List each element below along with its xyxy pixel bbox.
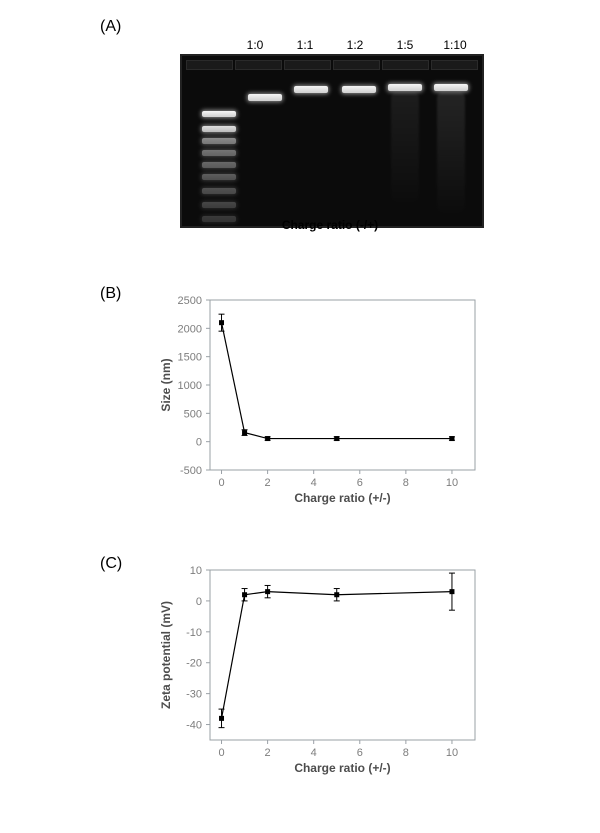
panel-b-chart: -500 0 500 1000 1500 2000 2500 0 2 4 6 8 10 Charge ra… — [155, 290, 485, 515]
svg-text:-40: -40 — [186, 720, 202, 732]
panel-b-svg: -500 0 500 1000 1500 2000 2500 0 2 4 6 8 10 Charge ra… — [155, 290, 485, 515]
svg-text:8: 8 — [403, 747, 409, 759]
svg-text:0: 0 — [218, 747, 224, 759]
ladder-band — [202, 174, 236, 180]
gel-lane-label: 1:2 — [330, 38, 380, 52]
gel-smear — [437, 92, 465, 212]
ladder-band — [202, 202, 236, 208]
ladder-band — [202, 111, 236, 117]
gel-lane-label: 1:1 — [280, 38, 330, 52]
ladder-band — [202, 162, 236, 168]
svg-text:10: 10 — [190, 565, 202, 577]
svg-text:-10: -10 — [186, 627, 202, 639]
gel-lane-label: 1:10 — [430, 38, 480, 52]
panel-c-chart: -40 -30 -20 -10 0 10 0 2 4 6 8 10 Charge ratio (+/-)… — [155, 560, 485, 785]
svg-text:2000: 2000 — [178, 323, 202, 335]
ladder-band — [202, 138, 236, 144]
sample-band — [434, 84, 468, 91]
panel-a-caption: Charge ratio (-/+) — [180, 218, 480, 232]
panel-c-label: (C) — [100, 555, 122, 573]
gel-lane-labels: 1:01:11:21:51:10 — [230, 38, 480, 52]
svg-text:6: 6 — [357, 747, 363, 759]
panel-b-label: (B) — [100, 285, 121, 303]
svg-text:2500: 2500 — [178, 295, 202, 307]
svg-text:-20: -20 — [186, 658, 202, 670]
svg-text:0: 0 — [218, 477, 224, 489]
ladder-band — [202, 126, 236, 132]
svg-text:10: 10 — [446, 477, 458, 489]
gel-image — [180, 54, 484, 228]
panel-a: 1:01:11:21:51:10 — [180, 38, 480, 228]
svg-text:8: 8 — [403, 477, 409, 489]
svg-text:2: 2 — [265, 747, 271, 759]
panel-a-label: (A) — [100, 18, 121, 36]
gel-wells — [186, 60, 478, 70]
svg-text:6: 6 — [357, 477, 363, 489]
svg-text:-30: -30 — [186, 689, 202, 701]
gel-smear — [391, 92, 419, 202]
figure-page: (A) (B) (C) 1:01:11:21:51:10 Charge rati… — [0, 0, 600, 833]
ladder-band — [202, 150, 236, 156]
ladder-band — [202, 188, 236, 194]
svg-text:Zeta potential (mV): Zeta potential (mV) — [159, 601, 173, 709]
svg-text:4: 4 — [311, 747, 317, 759]
svg-text:0: 0 — [196, 596, 202, 608]
svg-text:-500: -500 — [180, 465, 202, 477]
svg-text:1000: 1000 — [178, 380, 202, 392]
gel-lane-label: 1:5 — [380, 38, 430, 52]
svg-text:Charge ratio (+/-): Charge ratio (+/-) — [294, 491, 390, 505]
panel-c-svg: -40 -30 -20 -10 0 10 0 2 4 6 8 10 Charge ratio (+/-)… — [155, 560, 485, 785]
svg-text:1500: 1500 — [178, 352, 202, 364]
svg-text:500: 500 — [184, 408, 202, 420]
svg-text:10: 10 — [446, 747, 458, 759]
sample-band — [388, 84, 422, 91]
gel-lane-label: 1:0 — [230, 38, 280, 52]
svg-text:Charge ratio (+/-): Charge ratio (+/-) — [294, 761, 390, 775]
svg-text:Size (nm): Size (nm) — [159, 358, 173, 411]
svg-text:2: 2 — [265, 477, 271, 489]
sample-band — [294, 86, 328, 93]
svg-text:4: 4 — [311, 477, 317, 489]
sample-band — [342, 86, 376, 93]
sample-band — [248, 94, 282, 101]
svg-text:0: 0 — [196, 437, 202, 449]
